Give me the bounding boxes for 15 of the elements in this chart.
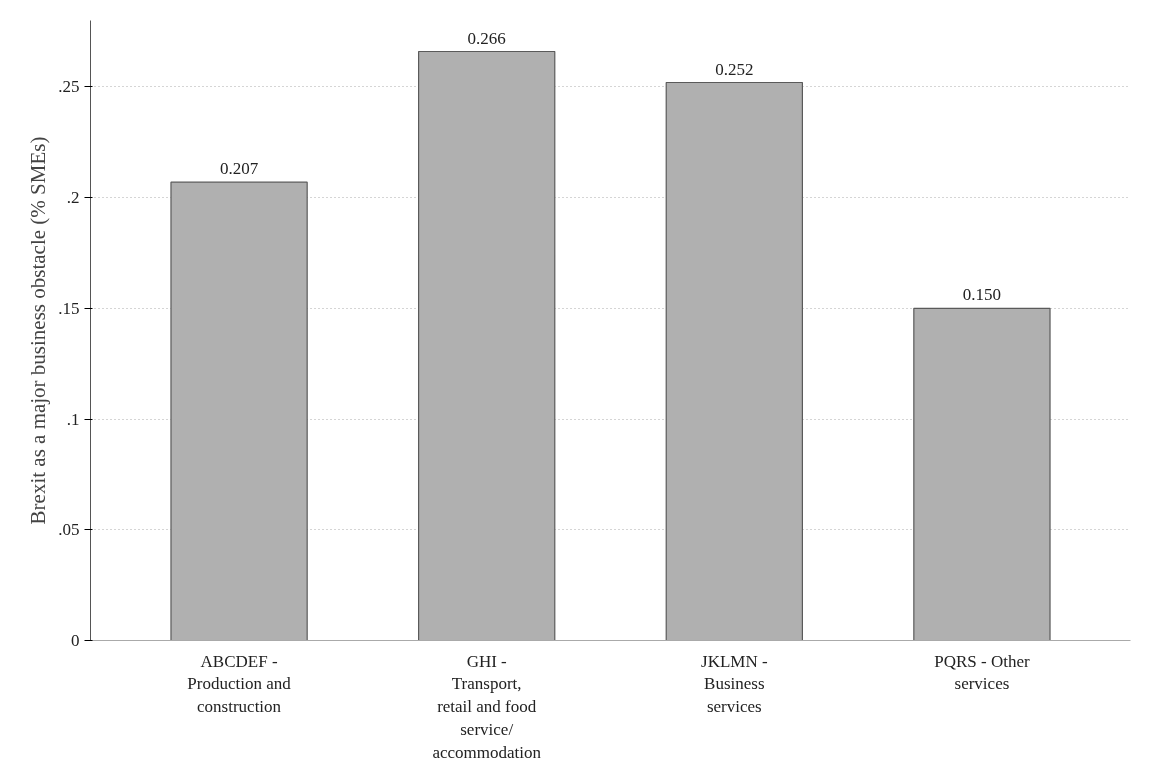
x-tick-label: ABCDEF - Production and construction <box>187 651 292 717</box>
x-tick-label: PQRS - Other services <box>934 651 1030 694</box>
y-tick-label: .25 <box>58 77 80 97</box>
data-label: 0.150 <box>962 285 1002 305</box>
y-tick-label: .15 <box>58 298 80 318</box>
x-tick-label: JKLMN - Business services <box>701 651 768 717</box>
y-tick-label: .05 <box>58 520 80 540</box>
y-tick-label: .1 <box>66 409 80 429</box>
data-label: 0.266 <box>467 28 506 48</box>
y-tick-label: .2 <box>66 188 80 208</box>
y-tick-label: 0 <box>71 631 80 650</box>
data-label: 0.252 <box>715 59 754 79</box>
data-label: 0.207 <box>219 159 259 179</box>
x-tick-label: GHI - Transport, retail and food service/ accommodation <box>432 651 542 762</box>
y-axis-title: Brexit as a major business obstacle (% SMEs) <box>26 136 51 525</box>
